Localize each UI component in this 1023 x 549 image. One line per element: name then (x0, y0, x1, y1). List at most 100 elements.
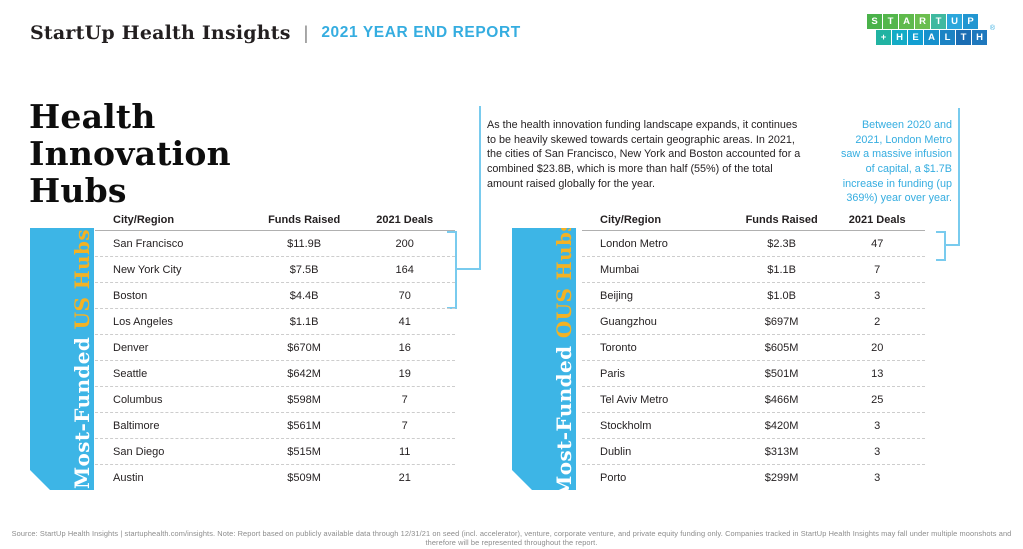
table-row: Columbus $598M 7 (95, 386, 455, 412)
logo-letter-tile: S (867, 14, 882, 29)
report-title: 2021 YEAR END REPORT (321, 24, 521, 41)
london-connector-line (944, 108, 960, 246)
us-table-body: San Francisco $11.9B 200 New York City $7.5B… (95, 231, 455, 490)
table-cell: Denver (113, 341, 149, 354)
table-cell: $605M (764, 341, 799, 354)
table-cell: Paris (600, 367, 626, 380)
table-cell: 164 (395, 263, 414, 276)
table-cell: $420M (764, 419, 799, 432)
logo-letter-tile: R (915, 14, 930, 29)
table-cell: 20 (871, 341, 884, 354)
table-cell: $11.9B (287, 237, 322, 250)
table-cell: Austin (113, 471, 144, 484)
table-row: Paris $501M 13 (582, 360, 925, 386)
table-cell: 7 (874, 263, 881, 276)
table-row: Porto $299M 3 (582, 464, 925, 490)
ous-hubs-table: City/Region Funds Raised 2021 Deals Lond… (582, 210, 925, 490)
table-cell: $509M (287, 471, 321, 484)
table-row: Tel Aviv Metro $466M 25 (582, 386, 925, 412)
logo-letter-tile: E (908, 30, 923, 45)
table-cell: Seattle (113, 367, 148, 380)
table-row: London Metro $2.3B 47 (582, 231, 925, 256)
logo-letter-tile: H (972, 30, 987, 45)
source-footnote: Source: StartUp Health Insights | startu… (11, 529, 1012, 547)
table-cell: $2.3B (767, 237, 796, 250)
london-bracket (936, 231, 946, 261)
ribbon-text-accent: US Hubs (70, 228, 94, 330)
table-cell: 3 (874, 445, 881, 458)
table-row: Los Angeles $1.1B 41 (95, 308, 455, 334)
table-cell: $697M (764, 315, 799, 328)
table-cell: $1.1B (289, 315, 319, 328)
table-cell: 47 (871, 237, 884, 250)
ribbon-text-accent: OUS Hubs (552, 220, 576, 339)
table-cell: $561M (287, 419, 321, 432)
table-cell: Guangzhou (600, 315, 657, 328)
table-cell: Stockholm (600, 419, 652, 432)
registered-trademark-icon: ® (989, 25, 995, 32)
table-cell: San Diego (113, 445, 165, 458)
table-cell: Toronto (600, 341, 637, 354)
page-title: Health Innovation Hubs (29, 97, 231, 211)
table-cell: 200 (395, 237, 414, 250)
logo-row-health: + H E A L T H (876, 30, 987, 45)
table-cell: 3 (874, 471, 881, 484)
table-cell: 41 (398, 315, 411, 328)
table-row: Toronto $605M 20 (582, 334, 925, 360)
logo-letter-tile: T (956, 30, 971, 45)
ribbon-text-white: Most-Funded (552, 338, 576, 498)
table-cell: Los Angeles (113, 315, 173, 328)
table-cell: Tel Aviv Metro (600, 393, 669, 406)
table-row: Beijing $1.0B 3 (582, 282, 925, 308)
table-cell: 11 (399, 445, 411, 458)
table-cell: 21 (398, 471, 411, 484)
column-header-funds: Funds Raised (268, 214, 341, 226)
table-row: Austin $509M 21 (95, 464, 455, 490)
table-row: Guangzhou $697M 2 (582, 308, 925, 334)
table-row: Stockholm $420M 3 (582, 412, 925, 438)
table-row: Denver $670M 16 (95, 334, 455, 360)
table-cell: Porto (600, 471, 627, 484)
table-cell: 25 (871, 393, 884, 406)
brand-wordmark: StartUp Health Insights (30, 22, 291, 44)
table-cell: 70 (398, 289, 411, 302)
table-row: Seattle $642M 19 (95, 360, 455, 386)
us-hubs-ribbon: Most-Funded US Hubs (30, 228, 94, 490)
table-cell: Mumbai (600, 263, 640, 276)
table-cell: London Metro (600, 237, 668, 250)
table-cell: San Francisco (113, 237, 184, 250)
ous-hubs-ribbon-label: Most-Funded OUS Hubs (526, 220, 576, 498)
table-cell: 16 (398, 341, 411, 354)
ous-table-body: London Metro $2.3B 47 Mumbai $1.1B 7 Beijing $1… (582, 231, 925, 490)
logo-letter-tile: A (924, 30, 939, 45)
table-cell: Boston (113, 289, 148, 302)
table-cell: $4.4B (289, 289, 319, 302)
table-cell: Dublin (600, 445, 632, 458)
header: StartUp Health Insights | 2021 YEAR END … (30, 22, 521, 44)
table-row: Dublin $313M 3 (582, 438, 925, 464)
column-header-deals: 2021 Deals (376, 214, 434, 226)
logo-letter-tile: A (899, 14, 914, 29)
us-hubs-ribbon-label: Most-Funded US Hubs (44, 229, 94, 489)
logo-letter-tile: + (876, 30, 891, 45)
logo-letter-tile: L (940, 30, 955, 45)
table-cell: Baltimore (113, 419, 160, 432)
table-cell: $313M (764, 445, 799, 458)
table-cell: $1.0B (767, 289, 796, 302)
column-header-funds: Funds Raised (745, 214, 818, 226)
column-header-deals: 2021 Deals (848, 214, 906, 226)
ribbon-text-white: Most-Funded (70, 329, 94, 489)
table-row: New York City $7.5B 164 (95, 256, 455, 282)
london-callout: Between 2020 and 2021, London Metro saw … (840, 118, 952, 205)
table-cell: $466M (764, 393, 799, 406)
us-table-header: City/Region Funds Raised 2021 Deals (95, 210, 455, 231)
logo-letter-tile: U (947, 14, 962, 29)
logo-letter-tile: P (963, 14, 978, 29)
table-cell: $299M (764, 471, 799, 484)
ous-hubs-ribbon: Most-Funded OUS Hubs (512, 228, 576, 490)
table-cell: New York City (113, 263, 182, 276)
table-cell: $642M (287, 367, 321, 380)
ous-table-header: City/Region Funds Raised 2021 Deals (582, 210, 925, 231)
column-header-city: City/Region (113, 214, 175, 226)
